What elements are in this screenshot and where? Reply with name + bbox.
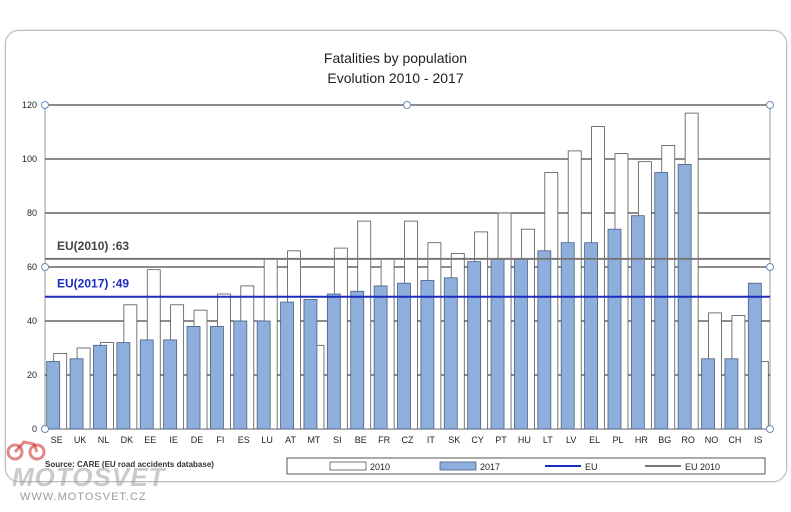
x-tick-label: DE (191, 435, 204, 445)
x-tick-label: PL (612, 435, 623, 445)
x-tick-label: HU (518, 435, 531, 445)
x-tick-label: MT (307, 435, 320, 445)
bar-2017 (116, 342, 131, 430)
resize-handle (766, 263, 774, 271)
chart-subtitle: Evolution 2010 - 2017 (327, 70, 464, 86)
legend-label: 2010 (370, 462, 390, 472)
watermark-url: WWW.MOTOSVET.CZ (20, 491, 147, 503)
resize-handle (41, 425, 49, 433)
x-tick-label: EL (589, 435, 600, 445)
y-tick-label: 60 (27, 262, 37, 272)
x-tick-label: UK (74, 435, 87, 445)
legend-label: EU (585, 462, 598, 472)
x-tick-label: SK (448, 435, 460, 445)
source-note: Source: CARE (EU road accidents database… (45, 460, 214, 469)
y-tick-label: 80 (27, 208, 37, 218)
bar-2017 (490, 258, 505, 430)
x-tick-label: AT (285, 435, 296, 445)
bar-2017 (514, 258, 528, 430)
bar-2017 (93, 344, 107, 430)
x-tick-label: NL (98, 435, 110, 445)
bar-2017 (326, 293, 341, 430)
bar-2017 (607, 228, 622, 430)
x-tick-label: LU (261, 435, 273, 445)
bar-2017 (560, 242, 575, 430)
bar-2017 (654, 172, 669, 430)
y-tick-label: 100 (22, 154, 37, 164)
resize-handle (41, 263, 49, 271)
legend (286, 457, 766, 475)
x-tick-label: CH (728, 435, 741, 445)
x-tick-label: LV (566, 435, 576, 445)
x-tick-label: CY (471, 435, 484, 445)
bar-2017 (420, 280, 435, 430)
bar-2017 (584, 242, 598, 430)
bar-2017 (280, 301, 294, 430)
watermark-logo: MOTOSVET (12, 462, 166, 492)
x-tick-label: CZ (402, 435, 414, 445)
bar-2017 (630, 215, 645, 430)
resize-handle (41, 101, 49, 109)
x-tick-label: IT (427, 435, 436, 445)
bar-2017 (747, 282, 762, 430)
x-tick-label: LT (543, 435, 553, 445)
x-tick-label: SI (333, 435, 342, 445)
bar-2017 (467, 261, 482, 430)
x-tick-label: BG (658, 435, 671, 445)
x-tick-label: BE (355, 435, 367, 445)
bar-2017 (373, 285, 388, 430)
x-tick-label: DK (121, 435, 134, 445)
x-tick-label: SE (51, 435, 63, 445)
y-tick-label: 120 (22, 100, 37, 110)
bar-2017 (397, 282, 411, 430)
legend-swatch (329, 461, 367, 471)
y-tick-label: 40 (27, 316, 37, 326)
x-tick-label: NO (705, 435, 719, 445)
x-tick-label: FI (216, 435, 224, 445)
bar-2017 (256, 320, 271, 430)
bar-2017 (233, 320, 248, 430)
x-tick-label: FR (378, 435, 390, 445)
resize-handle (403, 101, 411, 109)
resize-handle (766, 101, 774, 109)
legend-label: EU 2010 (685, 462, 720, 472)
reference-line-label: EU(2017) :49 (57, 277, 129, 291)
x-tick-label: RO (681, 435, 695, 445)
x-tick-label: IS (754, 435, 763, 445)
x-tick-label: ES (238, 435, 250, 445)
bar-2017 (210, 325, 224, 430)
legend-label: 2017 (480, 462, 500, 472)
x-tick-label: PT (495, 435, 507, 445)
reference-line-label: EU(2010) :63 (57, 239, 129, 253)
y-tick-label: 0 (32, 424, 37, 434)
x-tick-label: HR (635, 435, 648, 445)
bar-2017 (303, 298, 318, 430)
bar-2017 (537, 250, 552, 430)
x-tick-label: IE (169, 435, 178, 445)
bar-2017 (69, 358, 84, 430)
y-tick-label: 20 (27, 370, 37, 380)
legend-swatch (439, 461, 477, 471)
bar-2017 (443, 277, 458, 430)
chart-title: Fatalities by population (323, 50, 468, 66)
bar-2017 (701, 358, 715, 430)
bar-2017 (186, 325, 201, 430)
motorbike-icon (6, 440, 46, 461)
x-tick-label: EE (144, 435, 156, 445)
bar-2017 (163, 339, 178, 430)
bar-2017 (350, 290, 365, 430)
bar-2017 (724, 358, 739, 430)
bar-2017 (139, 339, 154, 430)
bar-2017 (46, 361, 61, 430)
resize-handle (766, 425, 774, 433)
